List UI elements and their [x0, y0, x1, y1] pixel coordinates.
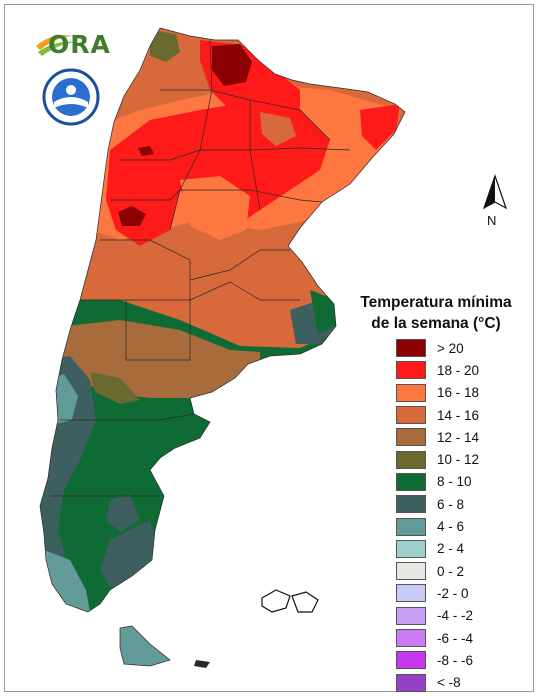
zone-14-16-central	[40, 240, 340, 348]
legend-label: 4 - 6	[437, 519, 465, 535]
legend-item: -8 - -6	[396, 649, 526, 671]
zone-10-12-north	[150, 30, 180, 62]
zone-over-20-cuyo	[118, 206, 146, 226]
legend-swatch	[396, 383, 426, 402]
legend-label: 2 - 4	[437, 541, 465, 557]
legend-item: 12 - 14	[396, 426, 526, 448]
legend-item: 18 - 20	[396, 359, 526, 381]
legend-swatch	[396, 495, 426, 514]
legend-swatch	[396, 606, 426, 625]
legend-swatch	[396, 428, 426, 447]
legend-title: Temperatura mínima de la semana (°C)	[340, 292, 532, 334]
zone-over-20-spot	[138, 146, 154, 156]
legend-swatch	[396, 673, 426, 692]
ora-logo: ORA	[34, 28, 110, 62]
legend-item: 10 - 12	[396, 448, 526, 470]
legend-title-line1: Temperatura mínima	[360, 294, 512, 311]
legend-item: 0 - 2	[396, 560, 526, 582]
legend-swatch	[396, 651, 426, 670]
legend-swatch	[396, 361, 426, 380]
smn-seal-icon	[42, 68, 100, 126]
legend-item: 6 - 8	[396, 493, 526, 515]
legend-label: 6 - 8	[437, 496, 465, 512]
ora-swoosh-icon	[36, 35, 76, 56]
legend-swatch	[396, 517, 426, 536]
legend-label: 10 - 12	[437, 452, 480, 468]
legend-label: 16 - 18	[437, 385, 480, 401]
legend-swatch	[396, 472, 426, 491]
legend-swatch	[396, 539, 426, 558]
legend-swatch	[396, 450, 426, 469]
malvinas-islands	[261, 589, 319, 613]
zone-6-8-patch	[106, 494, 140, 532]
legend-item: 16 - 18	[396, 382, 526, 404]
legend-item: 8 - 10	[396, 471, 526, 493]
ora-logo-text: ORA	[48, 30, 111, 59]
legend-item: < -8	[396, 671, 526, 693]
legend-label: < -8	[437, 675, 461, 691]
legend-label: 18 - 20	[437, 362, 480, 378]
legend-item: 4 - 6	[396, 515, 526, 537]
north-label: N	[487, 213, 497, 228]
zone-16-18-cordoba	[180, 176, 250, 240]
legend-label: 8 - 10	[437, 474, 472, 490]
legend-item: 2 - 4	[396, 538, 526, 560]
legend-label: -8 - -6	[437, 652, 474, 668]
province-borders	[39, 27, 406, 613]
tierra-del-fuego	[119, 625, 210, 668]
zone-over-20-north	[212, 44, 252, 86]
legend-label: -6 - -4	[437, 630, 474, 646]
zone-18-20-misiones	[360, 104, 400, 150]
legend-item: -6 - -4	[396, 627, 526, 649]
legend-label: -4 - -2	[437, 608, 474, 624]
legend-swatch	[396, 339, 426, 358]
legend-item: -4 - -2	[396, 605, 526, 627]
legend-swatch	[396, 584, 426, 603]
legend-title-line2: de la semana (°C)	[371, 315, 501, 332]
legend-label: 0 - 2	[437, 563, 465, 579]
legend-item: -2 - 0	[396, 582, 526, 604]
legend-swatch	[396, 406, 426, 425]
legend-label: > 20	[437, 340, 464, 356]
legend-swatch	[396, 562, 426, 581]
zone-10-12-patch	[90, 372, 140, 404]
north-arrow-icon	[482, 174, 508, 210]
zone-14-16-chaco	[260, 112, 296, 146]
legend-swatch	[396, 629, 426, 647]
legend-label: 14 - 16	[437, 407, 480, 423]
legend-item: > 20	[396, 337, 526, 359]
legend-label: -2 - 0	[437, 585, 469, 601]
legend-label: 12 - 14	[437, 429, 480, 445]
legend: > 20 18 - 20 16 - 18 14 - 16 12 - 14 10 - 12 8…	[396, 337, 526, 694]
legend-item: 14 - 16	[396, 404, 526, 426]
zone-8-10-coast	[310, 290, 336, 334]
